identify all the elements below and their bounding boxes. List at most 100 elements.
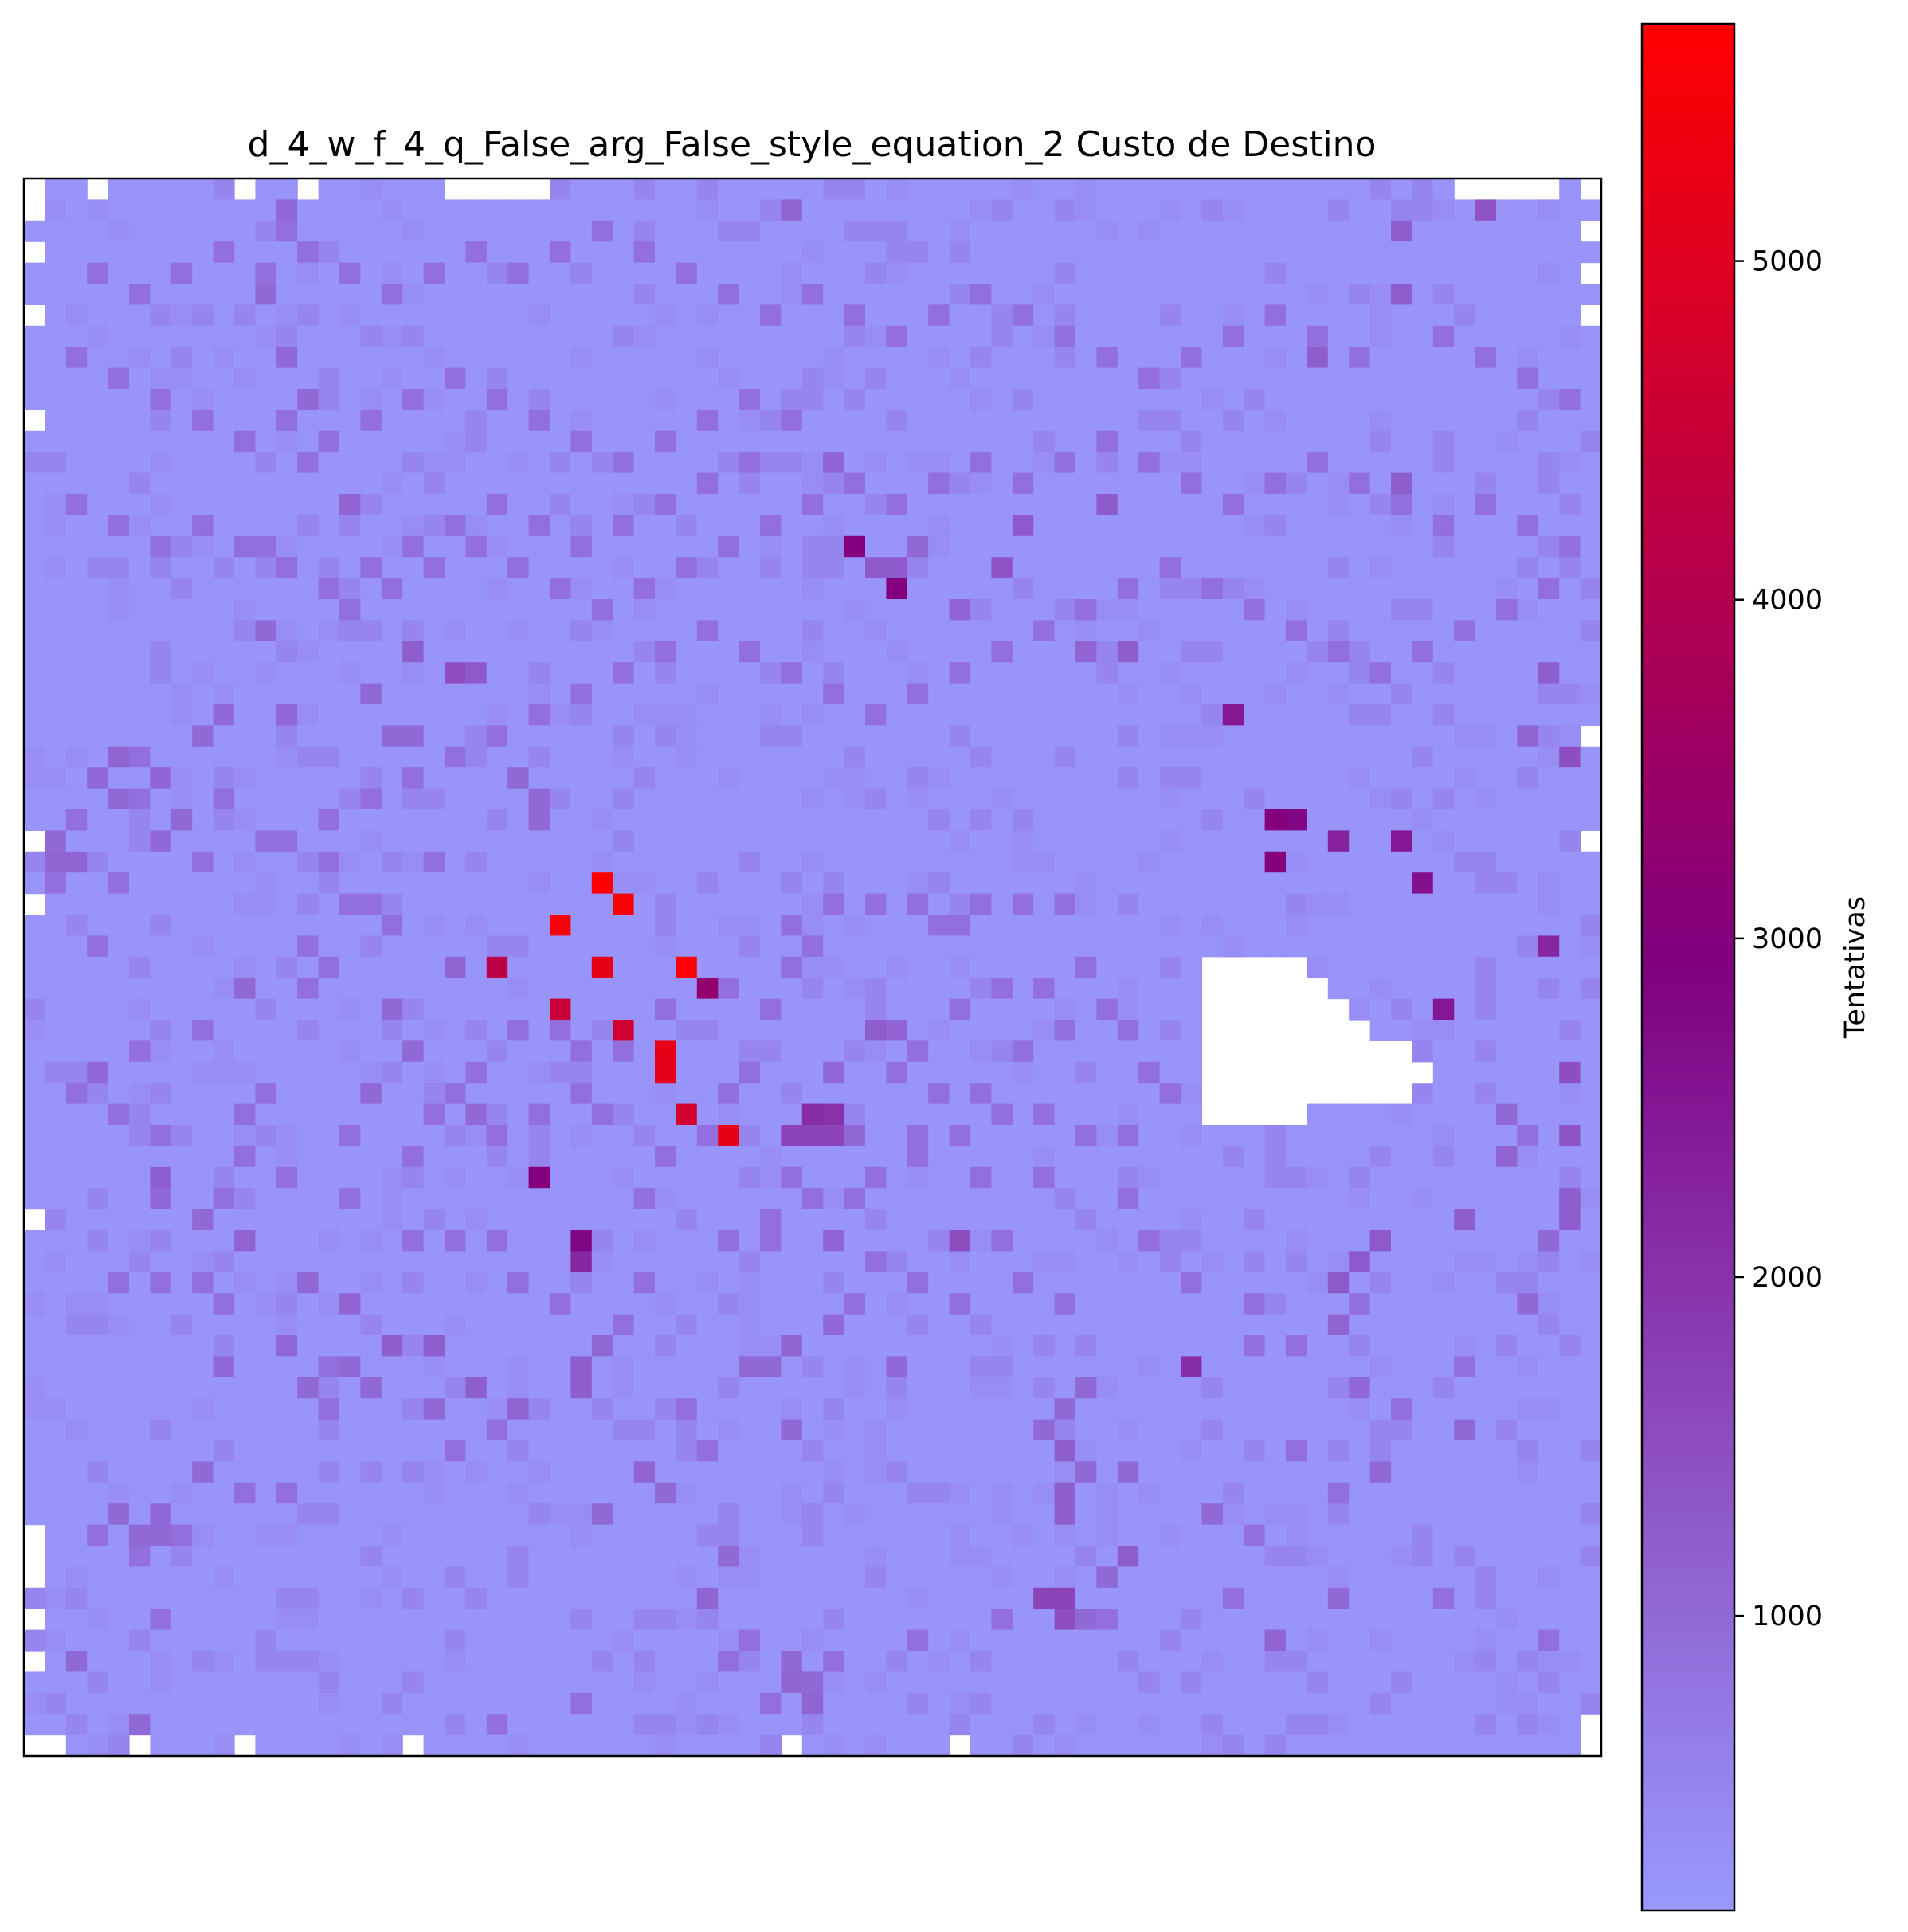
- heatmap-cell: [1159, 599, 1181, 621]
- heatmap-cell: [1033, 1524, 1056, 1546]
- heatmap-cell: [170, 1293, 193, 1315]
- heatmap-cell: [445, 452, 466, 474]
- heatmap-cell: [528, 1546, 550, 1567]
- heatmap-cell: [865, 998, 887, 1021]
- heatmap-cell: [528, 704, 550, 726]
- heatmap-cell: [1244, 1566, 1266, 1589]
- heatmap-cell: [45, 1166, 67, 1189]
- heatmap-cell: [970, 262, 992, 284]
- heatmap-cell: [591, 704, 613, 726]
- heatmap-cell: [1517, 620, 1539, 642]
- heatmap-cell: [465, 1314, 488, 1336]
- heatmap-cell: [1307, 1356, 1329, 1378]
- heatmap-cell: [65, 1061, 88, 1084]
- heatmap-cell: [760, 410, 782, 432]
- heatmap-cell: [528, 872, 550, 895]
- heatmap-cell: [1307, 704, 1329, 726]
- heatmap-cell: [801, 1377, 824, 1399]
- heatmap-cell: [1244, 220, 1266, 242]
- heatmap-cell: [718, 662, 740, 684]
- heatmap-cell: [445, 1061, 466, 1084]
- heatmap-cell: [1181, 704, 1202, 726]
- heatmap-cell: [550, 872, 571, 895]
- heatmap-cell: [381, 1419, 403, 1441]
- heatmap-cell: [1580, 410, 1602, 432]
- heatmap-cell: [655, 851, 676, 873]
- heatmap-cell: [65, 430, 88, 453]
- heatmap-cell: [865, 1566, 887, 1589]
- heatmap-cell: [381, 389, 403, 410]
- heatmap-cell: [528, 767, 550, 790]
- heatmap-cell: [1349, 620, 1371, 642]
- heatmap-cell: [591, 1209, 613, 1231]
- heatmap-cell: [676, 1103, 698, 1126]
- heatmap-cell: [865, 1103, 887, 1126]
- heatmap-cell: [591, 978, 613, 1000]
- heatmap-cell: [844, 557, 866, 579]
- heatmap-cell: [949, 1083, 971, 1105]
- heatmap-cell: [570, 872, 593, 895]
- heatmap-cell: [528, 410, 550, 432]
- heatmap-cell: [1580, 1566, 1602, 1589]
- heatmap-cell: [108, 367, 130, 390]
- heatmap-cell: [633, 1103, 656, 1126]
- heatmap-cell: [739, 1061, 761, 1084]
- heatmap-cell: [991, 1587, 1013, 1609]
- heatmap-cell: [1159, 1566, 1181, 1589]
- heatmap-cell: [1012, 1335, 1034, 1357]
- heatmap-cell: [928, 1251, 950, 1273]
- heatmap-cell: [1307, 494, 1329, 515]
- heatmap-cell: [1496, 1188, 1518, 1210]
- heatmap-cell: [633, 851, 656, 873]
- heatmap-cell: [1012, 199, 1034, 221]
- heatmap-cell: [1159, 1251, 1181, 1273]
- heatmap-cell: [1012, 1377, 1034, 1399]
- heatmap-cell: [991, 725, 1013, 747]
- heatmap-cell: [739, 788, 761, 810]
- heatmap-cell: [445, 998, 466, 1021]
- heatmap-cell: [486, 641, 508, 663]
- heatmap-cell: [550, 241, 571, 264]
- heatmap-cell: [402, 1020, 425, 1041]
- heatmap-cell: [1033, 1356, 1056, 1378]
- heatmap-cell: [528, 1461, 550, 1483]
- heatmap-cell: [297, 557, 319, 579]
- heatmap-cell: [550, 430, 571, 453]
- heatmap-cell: [928, 1061, 950, 1084]
- heatmap-cell: [991, 915, 1013, 936]
- heatmap-cell: [928, 641, 950, 663]
- heatmap-cell: [1075, 1188, 1097, 1210]
- heatmap-cell: [528, 1419, 550, 1441]
- heatmap-cell: [108, 578, 130, 600]
- heatmap-cell: [1349, 578, 1371, 600]
- heatmap-cell: [1454, 1503, 1476, 1526]
- heatmap-cell: [1327, 1272, 1350, 1294]
- heatmap-cell: [381, 1524, 403, 1546]
- heatmap-cell: [1138, 746, 1161, 768]
- heatmap-cell: [886, 1209, 908, 1231]
- heatmap-cell: [381, 1314, 403, 1336]
- heatmap-cell: [613, 620, 635, 642]
- heatmap-cell: [213, 978, 235, 1000]
- heatmap-cell: [150, 1524, 172, 1546]
- heatmap-cell: [781, 367, 803, 390]
- heatmap-cell: [1432, 1166, 1455, 1189]
- heatmap-cell: [886, 1546, 908, 1567]
- heatmap-cell: [655, 809, 676, 831]
- heatmap-cell: [1369, 1566, 1392, 1589]
- heatmap-cell: [1580, 1083, 1602, 1105]
- heatmap-cell: [1054, 1356, 1076, 1378]
- heatmap-cell: [1327, 1335, 1350, 1357]
- heatmap-cell: [696, 557, 719, 579]
- heatmap-cell: [1369, 410, 1392, 432]
- heatmap-cell: [45, 641, 67, 663]
- heatmap-cell: [718, 535, 740, 558]
- heatmap-cell: [760, 389, 782, 410]
- heatmap-cell: [1559, 1251, 1581, 1273]
- heatmap-cell: [87, 620, 109, 642]
- heatmap-cell: [591, 1166, 613, 1189]
- heatmap-cell: [718, 262, 740, 284]
- heatmap-cell: [1159, 410, 1181, 432]
- heatmap-cell: [1349, 1419, 1371, 1441]
- heatmap-cell: [1517, 1103, 1539, 1126]
